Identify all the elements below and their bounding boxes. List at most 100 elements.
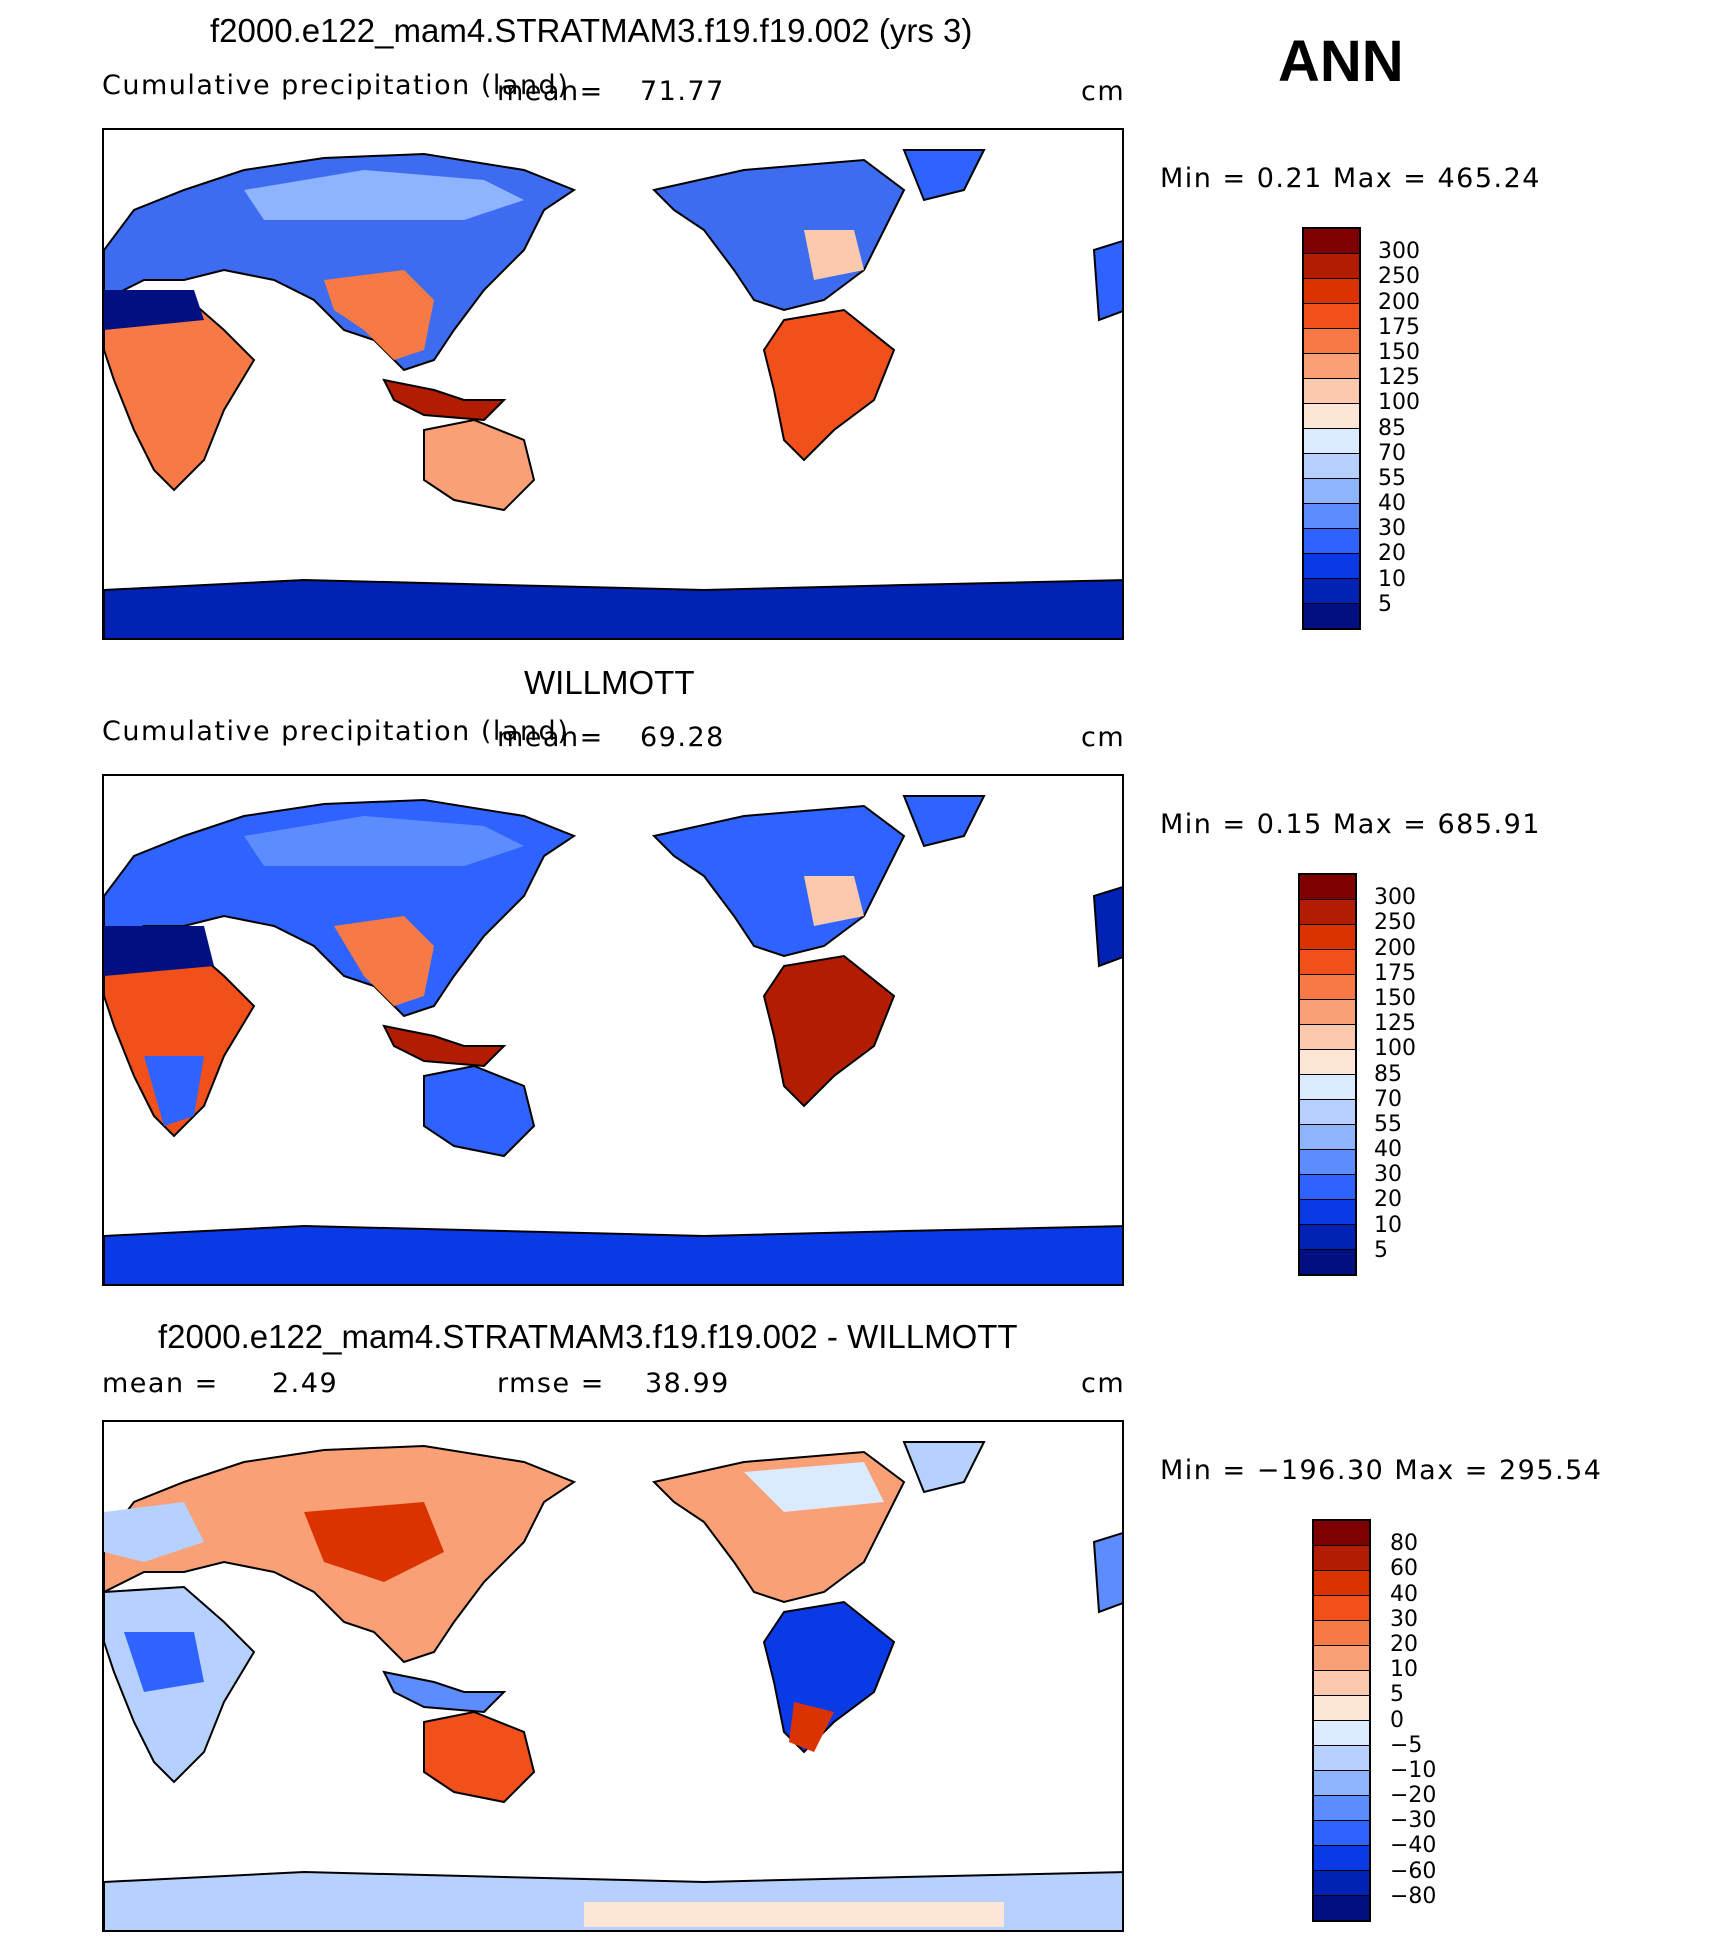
panel-2-units: cm: [1081, 722, 1126, 753]
north-america-landmass: [652, 158, 906, 312]
colorbar-tick-label: 175: [1374, 960, 1416, 986]
panel-3-map: [102, 1420, 1124, 1932]
africa-landmass: [104, 939, 256, 1138]
south-america-landmass: [762, 1600, 896, 1754]
europe-west-edge: [1092, 240, 1122, 322]
colorbar-tick-label: −5: [1390, 1732, 1423, 1758]
sahara-region: [104, 926, 214, 976]
colorbar-tick-label: 70: [1374, 1086, 1402, 1112]
colorbar-tick-label: −80: [1390, 1883, 1437, 1909]
colorbar-tick-label: 55: [1378, 465, 1406, 491]
colorbar-swatch: [1314, 1821, 1369, 1846]
colorbar-tick-label: −60: [1390, 1858, 1437, 1884]
europe-west-edge: [1092, 886, 1122, 968]
central-africa-region: [124, 1632, 204, 1692]
colorbar-tick-label: 70: [1378, 440, 1406, 466]
colorbar-tick-label: 10: [1378, 566, 1406, 592]
colorbar-tick-label: 20: [1378, 541, 1406, 567]
panel-2-colorbar-labels: 300 250 200 175 150 125 100 85 70 55 40 30 20 10 5: [1374, 873, 1454, 1276]
panel-3-colorbar-labels: 80 60 40 30 20 10 5 0 −5 −10 −20 −30 −40 −60 −80: [1390, 1519, 1470, 1922]
panel-3-colorbar: [1312, 1519, 1371, 1922]
colorbar-tick-label: 10: [1374, 1212, 1402, 1238]
colorbar-tick-label: 0: [1390, 1707, 1404, 1733]
colorbar-swatch: [1304, 404, 1359, 429]
asia-monsoon-region: [324, 270, 434, 360]
panel-3-rmse-label: rmse =: [497, 1368, 605, 1399]
panel-1-map-svg: [104, 149, 1122, 638]
antarctica-landmass: [104, 578, 1122, 638]
colorbar-swatch: [1314, 1521, 1369, 1546]
colorbar-swatch: [1304, 604, 1359, 628]
south-america-landmass: [762, 308, 896, 462]
colorbar-tick-label: 5: [1378, 591, 1392, 617]
colorbar-tick-label: 10: [1390, 1657, 1418, 1683]
colorbar-tick-label: 40: [1390, 1581, 1418, 1607]
maritime-continent: [382, 378, 507, 422]
australia-landmass: [423, 418, 536, 512]
colorbar-tick-label: 80: [1390, 1531, 1418, 1557]
panel-1-map: [102, 128, 1124, 640]
colorbar-tick-label: 85: [1378, 415, 1406, 441]
colorbar-tick-label: 40: [1374, 1137, 1402, 1163]
colorbar-tick-label: 5: [1374, 1237, 1388, 1263]
colorbar-swatch: [1300, 1100, 1355, 1125]
sahara-region: [104, 290, 204, 330]
colorbar-swatch: [1300, 900, 1355, 925]
season-label: ANN: [1278, 29, 1404, 94]
colorbar-swatch: [1300, 925, 1355, 950]
greenland-landmass: [902, 795, 986, 848]
colorbar-swatch: [1304, 304, 1359, 329]
colorbar-swatch: [1300, 1075, 1355, 1100]
colorbar-tick-label: 125: [1374, 1011, 1416, 1037]
colorbar-swatch: [1304, 379, 1359, 404]
antarctica-landmass: [104, 1224, 1122, 1284]
colorbar-swatch: [1300, 1125, 1355, 1150]
colorbar-swatch: [1300, 1225, 1355, 1250]
panel-3-title: f2000.e122_mam4.STRATMAM3.f19.f19.002 - …: [158, 1318, 1018, 1355]
north-america-landmass: [652, 804, 906, 958]
colorbar-tick-label: 300: [1374, 885, 1416, 911]
panel-1-variable-label: Cumulative precipitation (land): [102, 70, 570, 101]
panel-2-map-svg: [104, 795, 1122, 1284]
panel-2-mean-value: 69.28: [640, 722, 725, 753]
colorbar-swatch: [1304, 229, 1359, 254]
australia-landmass: [423, 1710, 536, 1804]
colorbar-swatch: [1300, 1150, 1355, 1175]
colorbar-swatch: [1314, 1846, 1369, 1871]
colorbar-tick-label: −20: [1390, 1783, 1437, 1809]
colorbar-tick-label: 60: [1390, 1556, 1418, 1582]
colorbar-tick-label: 250: [1378, 264, 1420, 290]
colorbar-tick-label: 150: [1378, 339, 1420, 365]
colorbar-swatch: [1314, 1896, 1369, 1920]
panel-3-rmse-value: 38.99: [645, 1368, 730, 1399]
maritime-continent: [382, 1670, 507, 1714]
central-asia-region: [304, 1502, 444, 1582]
panel-1-colorbar-swatches: [1304, 229, 1359, 628]
panel-1-mean-label: mean=: [497, 76, 604, 107]
colorbar-swatch: [1304, 479, 1359, 504]
colorbar-tick-label: 30: [1374, 1162, 1402, 1188]
colorbar-swatch: [1314, 1796, 1369, 1821]
colorbar-swatch: [1304, 429, 1359, 454]
colorbar-tick-label: 125: [1378, 365, 1420, 391]
colorbar-tick-label: 55: [1374, 1111, 1402, 1137]
panel-3-map-svg: [104, 1441, 1122, 1930]
colorbar-swatch: [1304, 279, 1359, 304]
colorbar-swatch: [1304, 354, 1359, 379]
patagonia-region: [789, 1702, 834, 1752]
eastern-us-region: [804, 876, 864, 926]
southern-africa-region: [144, 1056, 204, 1126]
panel-1-mean-value: 71.77: [640, 76, 725, 107]
colorbar-tick-label: 20: [1390, 1631, 1418, 1657]
colorbar-tick-label: −10: [1390, 1757, 1437, 1783]
panel-2-colorbar: [1298, 873, 1357, 1276]
panel-1-minmax: Min = 0.21 Max = 465.24: [1160, 163, 1541, 194]
siberia-region: [244, 816, 524, 866]
siberia-region: [244, 170, 524, 220]
panel-2-map: [102, 774, 1124, 1286]
colorbar-swatch: [1300, 1250, 1355, 1274]
colorbar-swatch: [1314, 1771, 1369, 1796]
colorbar-swatch: [1314, 1871, 1369, 1896]
colorbar-swatch: [1300, 950, 1355, 975]
panel-3-minmax: Min = −196.30 Max = 295.54: [1160, 1455, 1603, 1486]
